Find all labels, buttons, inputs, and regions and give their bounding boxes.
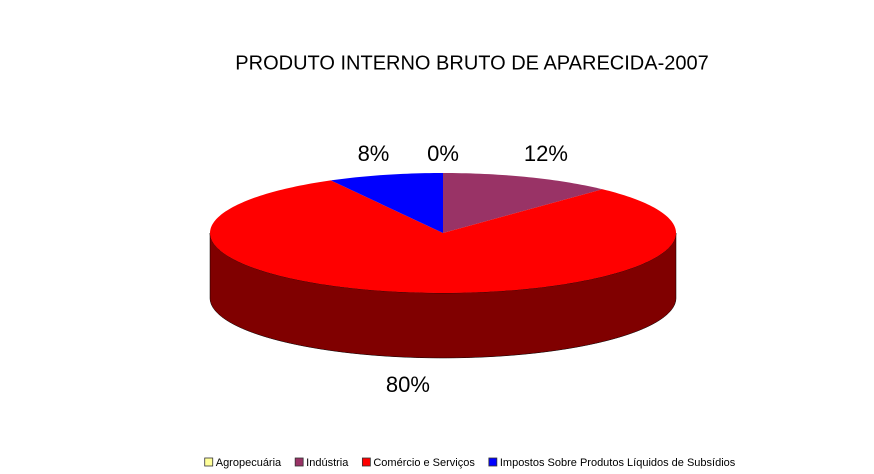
legend-label: Agropecuária — [216, 457, 282, 469]
pie-slice-side — [209, 232, 677, 359]
legend-swatch — [488, 457, 498, 467]
legend-label: Comércio e Serviços — [373, 457, 475, 469]
legend-label: Impostos Sobre Produtos Líquidos de Subs… — [500, 457, 736, 469]
legend-label: Indústria — [306, 457, 349, 469]
data-label: 8% — [358, 141, 390, 166]
legend: Agropecuária Indústria Comércio e Serviços… — [204, 457, 736, 469]
legend-swatch — [204, 457, 214, 467]
legend-swatch — [361, 457, 371, 467]
chart-title: PRODUTO INTERNO BRUTO DE APARECIDA-2007 — [235, 52, 708, 74]
legend-swatch — [294, 457, 304, 467]
pie-slice — [210, 180, 676, 293]
data-label: 0% — [427, 141, 459, 166]
pie-slice — [330, 173, 443, 233]
data-label: 80% — [386, 372, 430, 397]
pie-slice — [443, 173, 603, 233]
data-label: 12% — [524, 141, 568, 166]
